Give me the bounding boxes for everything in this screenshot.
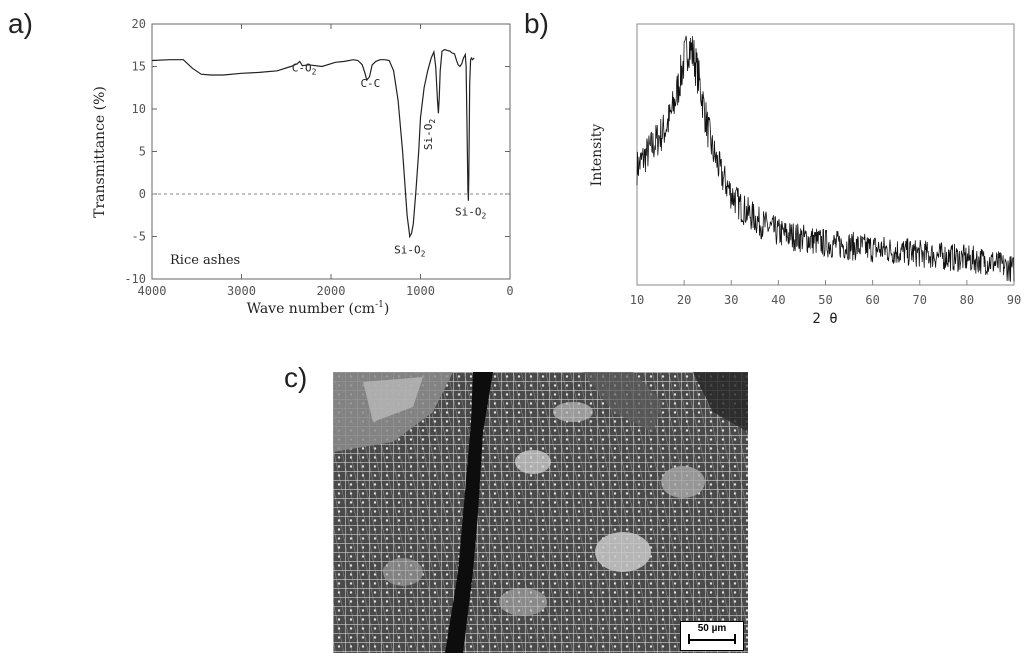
ftir-annotation-sub: 2 [481,211,486,220]
xrd-x-tick-label: 20 [677,293,691,307]
ftir-x-tick-label: 2000 [317,284,346,298]
ftir-annotation-sub: 2 [421,250,426,259]
ftir-y-axis-label: Transmittance (%) [92,86,108,218]
ftir-y-tick-label: -10 [124,272,146,286]
ftir-annotation: Si-O2 [422,119,437,151]
ftir-spectrum-line [151,48,475,239]
xrd-x-tick-label: 40 [771,293,785,307]
panel-label-c: c) [284,362,308,393]
panel-label-a: a) [8,8,33,39]
ftir-annotation-label: Si-O2 [455,205,487,220]
ftir-y-tick-label: 10 [132,102,146,116]
xrd-x-tick-label: 70 [913,293,927,307]
ftir-x-tick-label: 4000 [138,284,167,298]
scale-bar-label: 50 µm [697,623,727,634]
ftir-x-axis-label: Wave number (cm-1) [247,300,390,317]
ftir-x-tick-label: 0 [506,284,513,298]
xrd-x-axis-label: 2 θ [812,311,837,327]
ftir-x-axis-label-exp: -1 [375,300,384,310]
ftir-plot-frame [151,23,511,280]
ftir-y-axis-label-group: Transmittance (%) [92,86,108,218]
xrd-pattern-line [636,35,1015,282]
sem-micrograph: 50 µm [333,372,748,653]
ftir-y-tick-label: 5 [139,145,146,159]
ftir-y-tick-label: -5 [132,230,146,244]
xrd-x-tick-label: 30 [724,293,738,307]
scale-bar-tick-right [734,634,736,644]
ftir-inner-label: Rice ashes [170,253,240,268]
ftir-annotation-sub: 2 [312,68,317,77]
xrd-y-axis-label: Intensity [589,124,605,187]
ftir-annotation-label: C-C [360,77,380,90]
scale-bar-tick-left [688,634,690,644]
sem-texture [333,372,748,653]
xrd-x-tick-label: 50 [818,293,832,307]
ftir-annotation-sub: 2 [428,119,437,124]
panel-label-b: b) [524,8,549,39]
ftir-x-axis-label-close: ) [384,301,389,317]
ftir-y-tick-label: 20 [132,17,146,31]
ftir-x-tick-label: 3000 [227,284,256,298]
xrd-x-tick-label: 10 [630,293,644,307]
scale-bar: 50 µm [680,621,744,651]
ftir-y-tick-label: 0 [139,187,146,201]
ftir-x-tick-label: 1000 [406,284,435,298]
scale-bar-line [689,639,735,641]
ftir-annotation-label: C-O2 [292,62,317,77]
xrd-x-tick-label: 80 [960,293,974,307]
ftir-y-tick-label: 15 [132,60,146,74]
ftir-annotation-label: Si-O2 [394,244,426,259]
ftir-annotation-label: Si-O2 [422,119,437,151]
xrd-x-tick-label: 60 [865,293,879,307]
xrd-y-axis-label-group: Intensity [589,124,605,187]
xrd-x-tick-label: 90 [1007,293,1021,307]
